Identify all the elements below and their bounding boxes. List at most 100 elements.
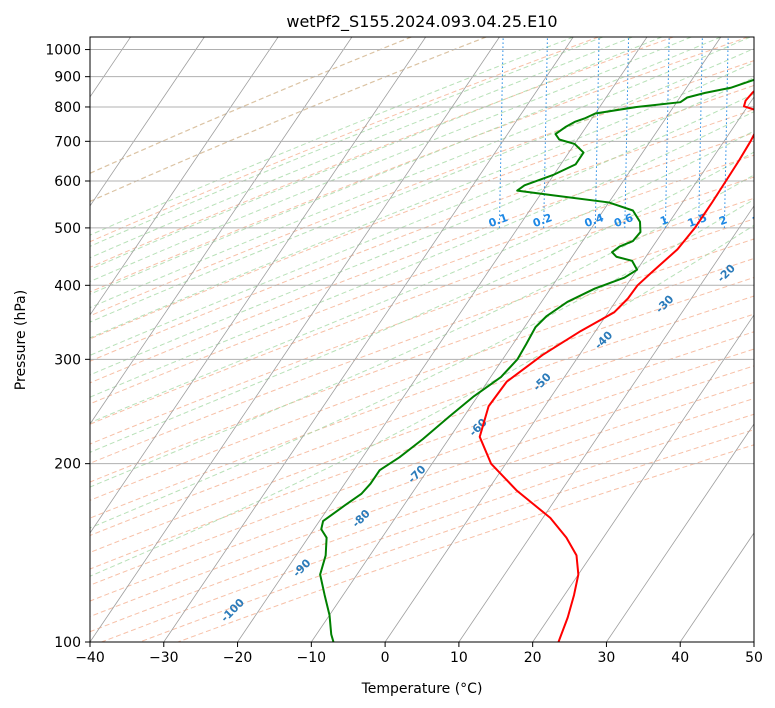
- x-tick-label: 40: [671, 650, 689, 666]
- y-tick-label: 900: [54, 70, 81, 86]
- mixing-ratio-label: 2: [717, 213, 729, 228]
- isotherm: [90, 37, 353, 425]
- dry-adiabat: [90, 108, 754, 362]
- y-tick-label: 600: [54, 174, 81, 190]
- dry-adiabat: [90, 381, 754, 618]
- dry-adiabat: [139, 429, 754, 642]
- dry-adiabat: [90, 60, 754, 317]
- temperature-profile: [478, 89, 754, 642]
- dry-adiabat: [90, 331, 754, 570]
- mixing-ratio-label: 0.1: [487, 211, 510, 230]
- isotherm: [90, 37, 427, 534]
- dry-adiabat: [90, 154, 754, 405]
- x-tick-label: 30: [598, 650, 616, 666]
- dry-adiabat: [90, 365, 754, 602]
- dry-adiabat-label: -50: [531, 370, 554, 393]
- isotherm: [679, 532, 754, 642]
- y-tick-label: 800: [54, 100, 81, 116]
- dewpoint-profile: [319, 78, 754, 642]
- x-tick-label: 20: [524, 650, 542, 666]
- dry-adiabat: [90, 348, 754, 586]
- moist-adiabat: [90, 93, 754, 376]
- moist-adiabat: [90, 37, 633, 259]
- y-tick-label: 400: [54, 278, 81, 294]
- isotherm: [532, 314, 754, 642]
- moist-adiabat: [90, 198, 754, 529]
- mixing-ratio-label: 0.4: [583, 211, 606, 230]
- y-tick-label: 200: [54, 457, 81, 473]
- x-tick-label: −40: [75, 650, 105, 666]
- x-tick-label: −10: [297, 650, 327, 666]
- dry-adiabat: [90, 295, 754, 537]
- outer-adiabat: [90, 37, 412, 174]
- background-lines: [90, 37, 762, 642]
- isotherm: [311, 37, 722, 642]
- moist-adiabat: [90, 37, 721, 295]
- y-tick-label: 700: [54, 134, 81, 150]
- y-tick-label: 100: [54, 635, 81, 651]
- dry-adiabat: [90, 257, 754, 501]
- dry-adiabat: [90, 197, 754, 445]
- dry-adiabat: [90, 132, 754, 384]
- isotherm: [753, 641, 754, 642]
- moist-adiabat: [90, 77, 754, 356]
- dry-adiabat: [177, 444, 754, 642]
- x-tick-label: −30: [149, 650, 179, 666]
- isotherm: [90, 37, 279, 316]
- x-tick-label: −20: [223, 650, 253, 666]
- mixing-ratio-label: 0.6: [612, 211, 635, 230]
- plot-frame: [89, 36, 755, 643]
- moist-adiabat: [90, 224, 754, 577]
- dry-adiabat-label: -40: [592, 328, 615, 351]
- profiles: [319, 78, 754, 642]
- mixing-ratio-label: 0.2: [531, 211, 554, 230]
- y-tick-label: 500: [54, 221, 81, 237]
- isotherm: [384, 96, 754, 642]
- x-tick-label: 0: [381, 650, 390, 666]
- moist-adiabat: [90, 111, 754, 398]
- x-axis-label: Temperature (°C): [361, 681, 483, 697]
- dry-adiabat: [90, 313, 754, 553]
- y-tick-label: 300: [54, 352, 81, 368]
- y-axis-label: Pressure (hPa): [13, 290, 29, 390]
- isotherm: [163, 37, 574, 642]
- dry-adiabat: [90, 238, 754, 483]
- moist-adiabat: [90, 61, 754, 339]
- mixing-ratio-label: 1: [658, 213, 670, 228]
- outer-adiabat: [90, 37, 487, 203]
- dry-adiabat-label: -60: [467, 416, 490, 439]
- dry-adiabat: [90, 218, 754, 464]
- dry-adiabat: [90, 276, 754, 519]
- moist-adiabat: [90, 174, 754, 488]
- y-tick-label: 1000: [45, 43, 81, 59]
- mixing-ratio-line: [664, 37, 670, 228]
- moist-adiabat: [90, 37, 574, 236]
- dry-adiabat-label: -10: [770, 234, 775, 257]
- dry-adiabat: [90, 37, 749, 293]
- dry-adiabat-label: -30: [653, 292, 676, 315]
- dry-adiabat-label: -80: [350, 507, 373, 530]
- moist-adiabat: [90, 47, 754, 323]
- mixing-ratio-line: [758, 37, 762, 228]
- moist-adiabat: [90, 37, 662, 270]
- moist-adiabat: [90, 37, 603, 247]
- dry-adiabat: [90, 84, 754, 340]
- isotherm: [606, 423, 754, 642]
- chart-title: wetPf2_S155.2024.093.04.25.E10: [286, 12, 557, 32]
- moist-adiabat: [90, 130, 754, 424]
- isotherm: [90, 37, 500, 642]
- moist-adiabat: [90, 37, 692, 283]
- mixing-ratio-line: [723, 37, 729, 228]
- dry-adiabat-label: -90: [290, 556, 313, 579]
- isotherm: [237, 37, 648, 642]
- dry-adiabat: [90, 176, 754, 425]
- dry-adiabat: [90, 37, 674, 268]
- mixing-ratio-line: [543, 37, 548, 228]
- moist-adiabat: [90, 151, 754, 453]
- moist-adiabat: [90, 37, 751, 309]
- axis-ticks: −40 −30 −20 −10 0 10 20 30 40 50 100 200 300 400 500 60…: [45, 43, 763, 666]
- dry-adiabat-label: -100: [218, 596, 247, 625]
- isotherm: [458, 205, 754, 642]
